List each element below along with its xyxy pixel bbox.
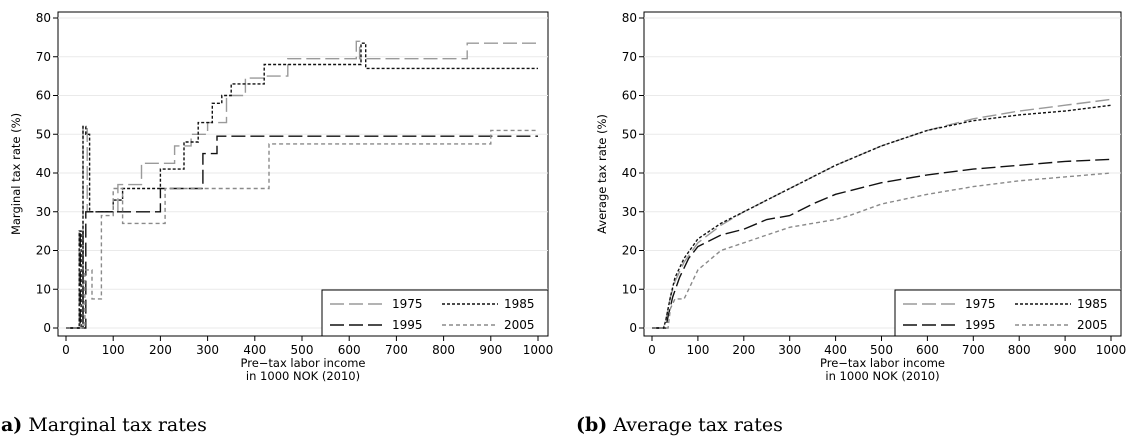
series-line-2005 <box>652 172 1112 329</box>
series-line-1985 <box>66 42 538 329</box>
x-tick-label: 100 <box>102 343 125 357</box>
legend-label-1995: 1995 <box>965 318 996 332</box>
y-tick-label: 0 <box>43 321 51 335</box>
y-tick-label: 50 <box>36 127 51 141</box>
x-axis-label: Pre−tax labor income <box>820 356 945 370</box>
x-tick-label: 200 <box>149 343 172 357</box>
y-tick-label: 70 <box>622 50 637 64</box>
legend-label-1985: 1985 <box>1077 297 1108 311</box>
legend-label-2005: 2005 <box>1077 318 1108 332</box>
x-tick-label: 1000 <box>1096 343 1127 357</box>
x-tick-label: 700 <box>962 343 985 357</box>
y-tick-label: 30 <box>622 205 637 219</box>
x-axis-label: in 1000 NOK (2010) <box>825 369 939 383</box>
x-tick-label: 800 <box>1008 343 1031 357</box>
x-axis-label: Pre−tax labor income <box>240 356 365 370</box>
y-axis-label: Marginal tax rate (%) <box>9 113 23 235</box>
y-axis-label: Average tax rate (%) <box>595 114 609 234</box>
series-line-1985 <box>652 104 1112 329</box>
legend-label-1975: 1975 <box>965 297 996 311</box>
y-tick-label: 40 <box>36 166 51 180</box>
legend-box <box>894 289 1122 337</box>
legend-box <box>321 289 549 337</box>
x-tick-label: 400 <box>243 343 266 357</box>
legend-label-1975: 1975 <box>392 297 423 311</box>
x-tick-label: 100 <box>686 343 709 357</box>
x-tick-label: 0 <box>62 343 70 357</box>
y-tick-label: 20 <box>36 244 51 258</box>
y-tick-label: 40 <box>622 166 637 180</box>
y-tick-label: 10 <box>36 282 51 296</box>
x-tick-label: 300 <box>196 343 219 357</box>
legend: 1975 1985 1995 2005 <box>894 289 1122 337</box>
legend-label-1995: 1995 <box>392 318 423 332</box>
y-tick-label: 20 <box>622 244 637 258</box>
x-tick-label: 500 <box>870 343 893 357</box>
x-tick-label: 700 <box>385 343 408 357</box>
x-tick-label: 600 <box>916 343 939 357</box>
caption-b-letter: (b) <box>576 414 608 436</box>
y-tick-label: 50 <box>622 127 637 141</box>
y-tick-label: 80 <box>622 11 637 25</box>
caption-b-text: Average tax rates <box>613 414 783 436</box>
x-tick-label: 300 <box>778 343 801 357</box>
legend-label-1985: 1985 <box>504 297 535 311</box>
series-line-2005 <box>66 129 538 329</box>
x-tick-label: 900 <box>1054 343 1077 357</box>
caption-a-text: Marginal tax rates <box>28 414 207 436</box>
x-axis-label: in 1000 NOK (2010) <box>246 369 360 383</box>
x-tick-label: 800 <box>432 343 455 357</box>
x-tick-label: 200 <box>732 343 755 357</box>
y-tick-label: 10 <box>622 282 637 296</box>
caption-a-letter: (a) <box>0 414 23 436</box>
x-tick-label: 400 <box>824 343 847 357</box>
series-line-1995 <box>652 158 1112 329</box>
y-tick-label: 0 <box>629 321 637 335</box>
plot-frame <box>57 11 549 337</box>
legend: 1975 1985 1995 2005 <box>321 289 549 337</box>
series-line-1995 <box>66 135 538 329</box>
caption-b: (b) Average tax rates <box>576 414 783 436</box>
y-tick-label: 80 <box>36 11 51 25</box>
x-tick-label: 500 <box>291 343 314 357</box>
y-tick-label: 30 <box>36 205 51 219</box>
x-tick-label: 0 <box>648 343 656 357</box>
x-tick-label: 1000 <box>523 343 554 357</box>
y-tick-label: 60 <box>622 89 637 103</box>
x-tick-label: 900 <box>479 343 502 357</box>
plot-frame <box>643 11 1122 337</box>
y-tick-label: 70 <box>36 50 51 64</box>
legend-label-2005: 2005 <box>504 318 535 332</box>
caption-a: (a) Marginal tax rates <box>0 414 207 436</box>
y-tick-label: 60 <box>36 89 51 103</box>
x-tick-label: 600 <box>338 343 361 357</box>
